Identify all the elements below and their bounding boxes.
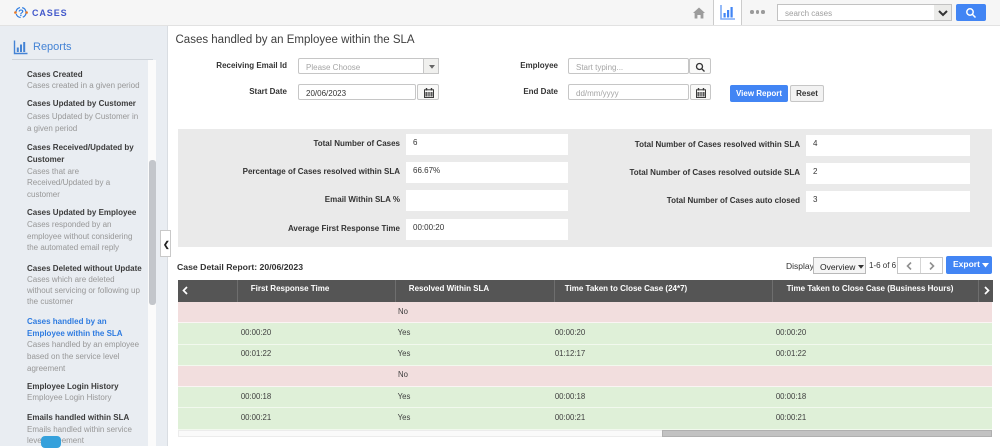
svg-text:?: ? (18, 8, 24, 19)
